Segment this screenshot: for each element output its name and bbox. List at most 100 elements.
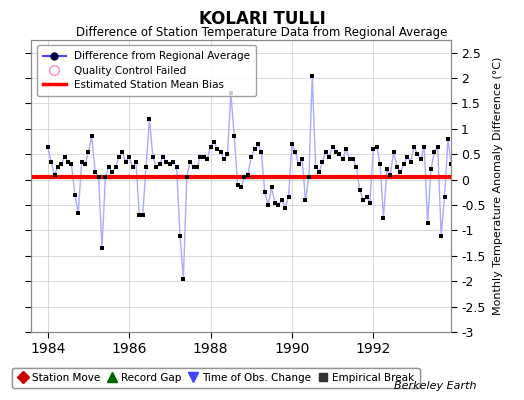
Point [186,159,194,165]
Point [200,154,208,160]
Point [518,240,524,246]
Point [322,148,330,155]
Point [112,164,120,170]
Point [264,202,272,208]
Point [271,199,279,206]
Point [247,154,255,160]
Point [444,136,452,142]
Point [508,161,517,168]
Point [362,194,370,201]
Point [189,164,198,170]
Point [386,171,395,178]
Point [447,161,455,168]
Point [91,169,100,175]
Point [332,148,340,155]
Point [156,161,164,168]
Point [67,161,75,168]
Point [329,144,337,150]
Point [288,141,296,147]
Point [267,184,276,190]
Point [345,156,354,162]
Point [491,144,499,150]
Point [311,164,320,170]
Point [166,161,174,168]
Point [216,148,225,155]
Point [511,176,520,183]
Point [474,227,483,234]
Point [159,154,167,160]
Point [298,156,307,162]
Point [53,164,62,170]
Point [274,202,282,208]
Point [172,164,181,170]
Point [125,154,133,160]
Point [223,151,232,158]
Point [315,169,323,175]
Point [356,187,364,193]
Point [471,154,479,160]
Point [291,148,300,155]
Point [47,159,56,165]
Point [152,164,160,170]
Point [118,148,126,155]
Point [427,166,435,173]
Point [285,194,293,201]
Point [505,151,513,158]
Point [318,159,326,165]
Point [240,174,248,180]
Y-axis label: Monthly Temperature Anomaly Difference (°C): Monthly Temperature Anomaly Difference (… [493,57,503,315]
Point [227,90,235,96]
Point [400,161,408,168]
Point [244,171,252,178]
Point [254,141,262,147]
Point [281,204,289,211]
Point [339,156,347,162]
Point [396,169,405,175]
Point [60,154,69,160]
Point [105,164,113,170]
Point [210,138,218,145]
Point [94,174,103,180]
Point [74,210,82,216]
Point [478,212,486,218]
Point [413,151,422,158]
Point [349,156,357,162]
Point [50,171,59,178]
Point [454,141,462,147]
Point [115,154,123,160]
Point [132,159,140,165]
Point [393,164,401,170]
Point [342,146,351,152]
Point [237,184,245,190]
Point [515,220,523,226]
Point [101,174,110,180]
Point [78,159,86,165]
Point [230,133,238,140]
Point [128,164,137,170]
Point [88,133,96,140]
Point [138,212,147,218]
Point [369,146,377,152]
Point [366,199,374,206]
Point [430,148,439,155]
Text: KOLARI TULLI: KOLARI TULLI [199,10,325,28]
Point [308,72,316,79]
Point [440,194,449,201]
Point [234,182,242,188]
Point [220,156,228,162]
Point [278,197,286,203]
Point [352,164,361,170]
Point [433,144,442,150]
Point [383,166,391,173]
Point [84,148,93,155]
Point [389,148,398,155]
Point [196,154,204,160]
Point [423,220,432,226]
Point [206,144,215,150]
Point [182,174,191,180]
Point [359,197,367,203]
Point [176,232,184,239]
Point [461,161,469,168]
Point [325,154,333,160]
Point [145,116,154,122]
